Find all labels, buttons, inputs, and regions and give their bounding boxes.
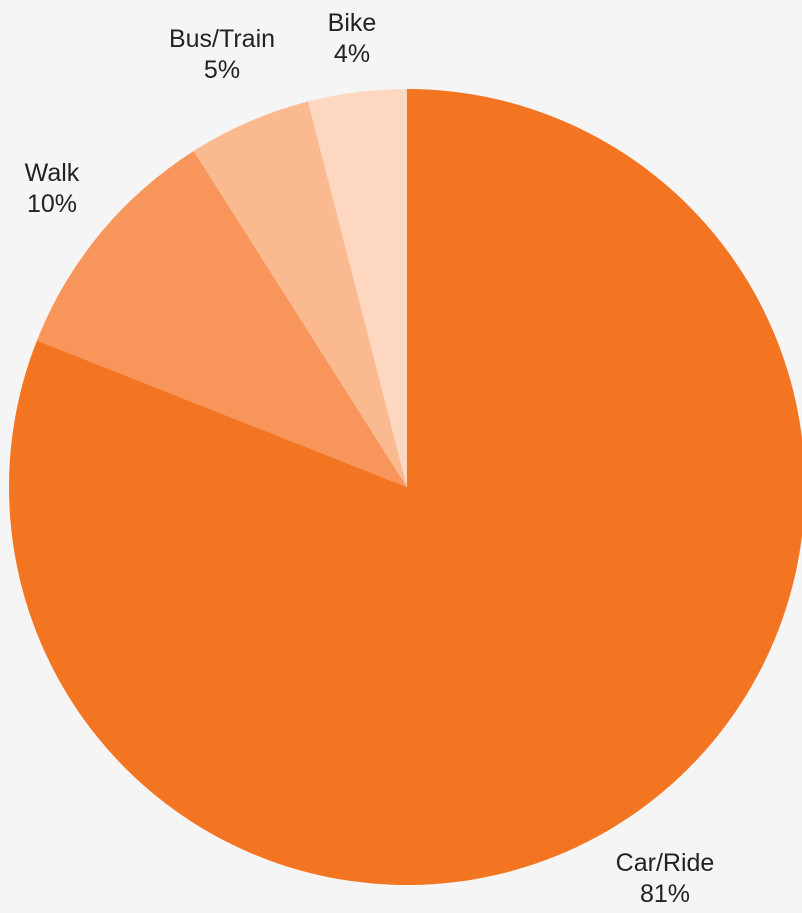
slice-name-bike: Bike xyxy=(327,9,377,37)
slice-percent-car-ride: 81% xyxy=(639,880,691,908)
slice-percent-bus-train: 5% xyxy=(203,56,241,84)
slice-name-walk: Walk xyxy=(24,159,80,187)
slice-percent-walk: 10% xyxy=(26,190,78,218)
pie-slice-walk xyxy=(36,150,407,487)
slice-label-walk: Walk 10% xyxy=(25,158,80,220)
pie-slice-bike xyxy=(308,89,407,487)
slice-percent-bike: 4% xyxy=(333,40,371,68)
slice-name-bus-train: Bus/Train xyxy=(168,25,276,53)
slice-label-car-ride: Car/Ride 81% xyxy=(616,848,715,910)
slice-label-bike: Bike 4% xyxy=(328,8,377,70)
pie-slice-car-ride xyxy=(9,89,802,885)
slice-name-car-ride: Car/Ride xyxy=(615,849,715,877)
pie-slice-bus-train xyxy=(193,101,407,487)
slice-label-bus-train: Bus/Train 5% xyxy=(169,24,275,86)
